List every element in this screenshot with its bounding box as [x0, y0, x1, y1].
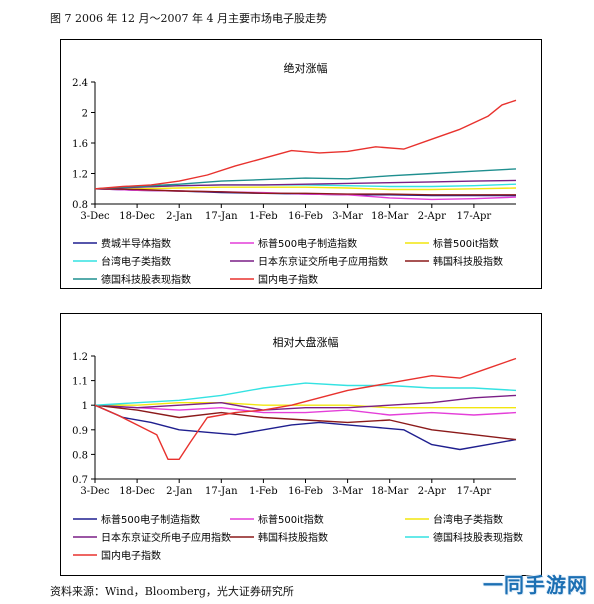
y-tick-label: 0.9 — [72, 426, 88, 437]
series-line-5 — [94, 404, 517, 441]
legend-label: 德国科技股表现指数 — [101, 273, 191, 286]
relative-change-chart: 相对大盘涨幅 1.2 1.1 1 0.9 0.8 0.73-Dec 18-Dec 2-Jan 17… — [72, 335, 523, 562]
source-note: 资料来源：Wind，Bloomberg，光大证券研究所 — [50, 585, 294, 598]
x-tick-label: 16-Feb — [288, 211, 323, 222]
y-tick-label: 1.2 — [72, 352, 88, 363]
x-tick-label: 16-Feb — [288, 486, 323, 497]
x-tick-label: 1-Feb — [249, 486, 277, 497]
x-tick-label: 18-Dec — [119, 486, 155, 497]
legend-label: 国内电子指数 — [258, 273, 318, 286]
legend-label: 台湾电子类指数 — [433, 513, 503, 526]
legend-label: 韩国科技股指数 — [258, 531, 328, 544]
chart-title: 绝对涨幅 — [284, 61, 328, 75]
series-line-3 — [95, 401, 516, 409]
legend-label: 标普500电子制造指数 — [258, 237, 357, 250]
legend-label: 日本东京证交所电子应用指数 — [101, 531, 231, 544]
legend-label: 标普500电子制造指数 — [101, 513, 200, 526]
x-tick-label: 3-Dec — [80, 486, 110, 497]
legend-label: 韩国科技股指数 — [433, 255, 503, 268]
chart-title: 相对大盘涨幅 — [273, 335, 339, 349]
figure-caption: 图 7 2006 年 12 月～2007 年 4 月主要市场电子股走势 — [50, 12, 327, 25]
x-tick-label: 17-Jan — [205, 211, 238, 222]
y-tick-label: 0.8 — [72, 200, 88, 211]
legend-label: 标普500it指数 — [258, 513, 324, 526]
series-line-2 — [94, 404, 517, 416]
y-tick-label: 1.1 — [72, 377, 88, 388]
x-tick-label: 3-Mar — [332, 211, 363, 222]
series-line-4 — [94, 394, 517, 411]
x-tick-label: 17-Apr — [457, 486, 492, 497]
x-tick-label: 18-Mar — [371, 486, 408, 497]
x-tick-label: 18-Dec — [119, 211, 155, 222]
legend-label: 费城半导体指数 — [101, 237, 171, 250]
y-tick-label: 0.8 — [72, 450, 88, 461]
watermark-text: 一同手游网 — [483, 573, 588, 597]
legend-label: 日本东京证交所电子应用指数 — [258, 255, 388, 268]
x-tick-label: 1-Feb — [249, 211, 277, 222]
x-tick-label: 2-Apr — [418, 486, 446, 497]
legend-label: 台湾电子类指数 — [101, 255, 171, 268]
legend-label: 标普500it指数 — [433, 237, 499, 250]
series-line-1 — [94, 404, 517, 451]
x-tick-label: 3-Dec — [80, 211, 110, 222]
chart-panel-relative: 相对大盘涨幅 1.2 1.1 1 0.9 0.8 0.7 3-Dec 18-Dec 2-Jan 17… — [60, 313, 542, 576]
y-tick-label: 1.6 — [72, 139, 88, 150]
legend-label: 国内电子指数 — [101, 549, 161, 562]
series-line-8 — [94, 99, 517, 190]
series-line-3 — [95, 186, 517, 191]
series-line-7 — [94, 168, 517, 190]
series-line-5 — [94, 179, 517, 190]
y-tick-label: 1 — [82, 401, 88, 412]
legend-label: 德国科技股表现指数 — [433, 531, 523, 544]
chart-panel-absolute: 绝对涨幅 2.4 2 1.6 1.2 0.8 3-Dec 18-Dec 2-Jan 17-Jan 1… — [60, 39, 542, 289]
series-line-6 — [94, 188, 516, 196]
x-tick-label: 2-Jan — [166, 486, 193, 497]
series-line-7 — [94, 357, 517, 461]
absolute-change-chart: 绝对涨幅 2.4 2 1.6 1.2 0.83-Dec 18-Dec 2-Jan 17-Jan 1… — [72, 61, 517, 286]
x-tick-label: 17-Jan — [205, 486, 238, 497]
x-tick-label: 17-Apr — [457, 211, 492, 222]
x-tick-label: 2-Apr — [418, 211, 446, 222]
x-tick-label: 2-Jan — [166, 211, 193, 222]
x-tick-label: 3-Mar — [332, 486, 363, 497]
y-tick-label: 1.2 — [72, 170, 88, 181]
x-tick-label: 18-Mar — [371, 211, 408, 222]
watermark-logo: 一同手游网 — [483, 569, 588, 598]
y-tick-label: 2 — [82, 109, 88, 120]
y-tick-label: 2.4 — [72, 78, 88, 89]
y-tick-label: 0.7 — [72, 475, 88, 486]
series-line-6 — [94, 382, 517, 406]
